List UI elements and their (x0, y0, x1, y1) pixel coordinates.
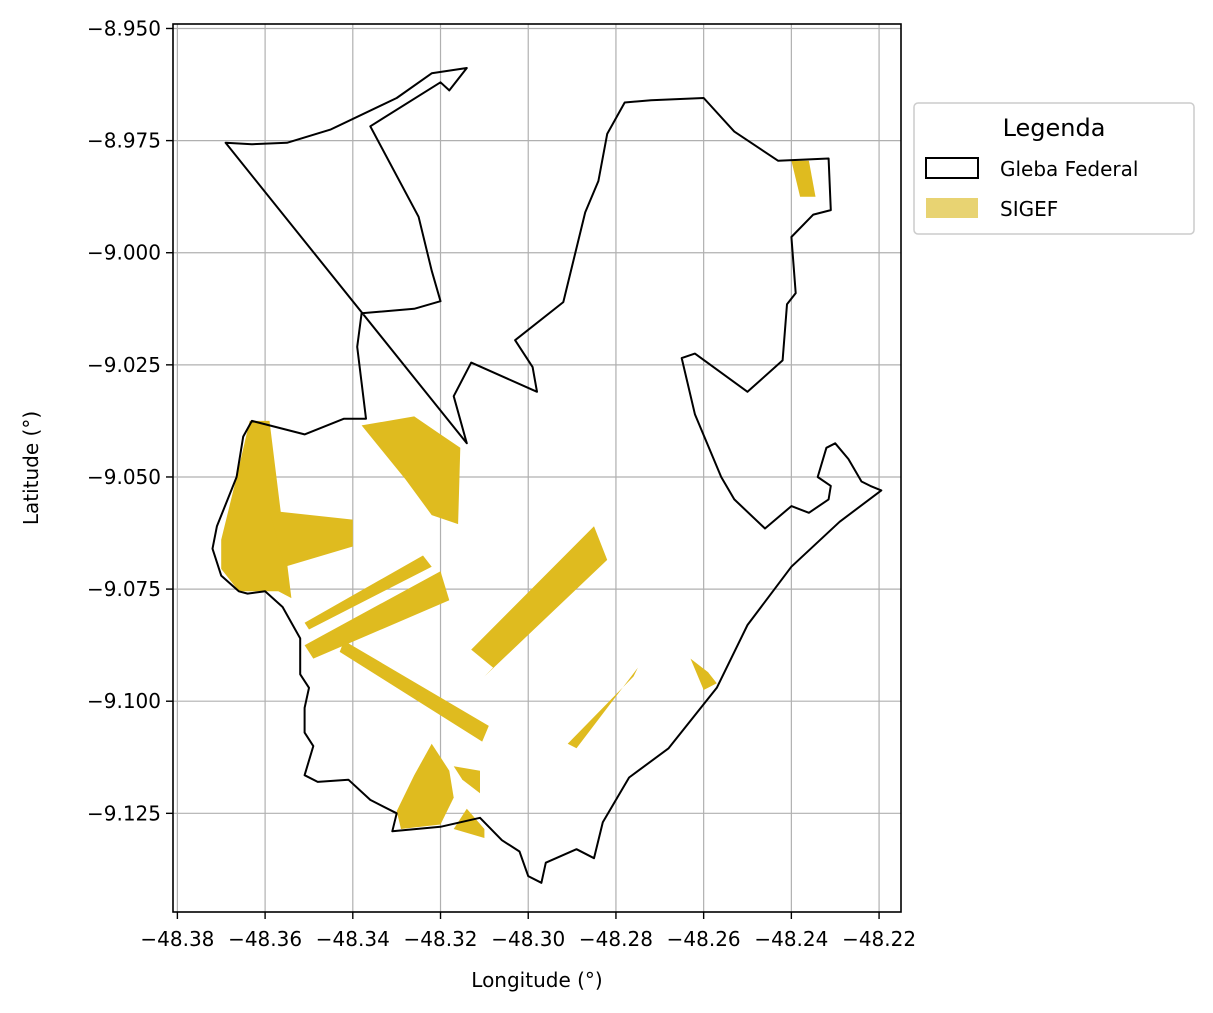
gleba-federal-boundary (211, 67, 883, 884)
sigef-parcel (304, 555, 432, 630)
sigef-layer (221, 160, 816, 838)
y-tick-label: −9.100 (87, 689, 161, 713)
x-tick-label: −48.24 (754, 927, 828, 951)
sigef-parcel (361, 416, 461, 525)
y-tick-label: −9.125 (87, 801, 161, 825)
y-tick-label: −8.950 (87, 16, 161, 40)
x-tick-label: −48.36 (228, 927, 302, 951)
sigef-parcel (690, 658, 717, 690)
x-ticks: −48.38 −48.36 −48.34 −48.32 −48.30 −48.28 −48.… (140, 912, 916, 951)
legend: Legenda Gleba Federal SIGEF (913, 102, 1195, 235)
y-ticks: −8.950 −8.975 −9.000 −9.025 −9.050 −9.075 −9.1… (87, 16, 173, 825)
grid (173, 24, 901, 912)
legend-box (913, 102, 1195, 235)
gleba-federal-layer (211, 67, 883, 884)
sigef-parcel (396, 743, 454, 829)
y-tick-label: −9.000 (87, 241, 161, 265)
sigef-parcel (269, 510, 353, 567)
sigef-parcel (339, 640, 489, 742)
y-tick-label: −9.050 (87, 465, 161, 489)
plot-frame (172, 23, 902, 913)
x-axis-label: Longitude (°) (471, 968, 602, 992)
legend-label-sigef: SIGEF (1000, 197, 1058, 221)
x-tick-label: −48.28 (579, 927, 653, 951)
x-tick-label: −48.38 (140, 927, 214, 951)
sigef-parcel (304, 571, 450, 659)
legend-label-gleba: Gleba Federal (1000, 157, 1138, 181)
legend-swatch-sigef (926, 198, 978, 218)
sigef-parcel (567, 667, 638, 749)
legend-swatch-gleba (925, 157, 979, 179)
sigef-parcel (791, 160, 816, 197)
sigef-parcel (453, 766, 480, 794)
y-axis-label: Latitude (°) (19, 411, 43, 525)
x-tick-label: −48.26 (667, 927, 741, 951)
sigef-parcel (453, 808, 485, 838)
sigef-parcel (221, 420, 292, 599)
y-tick-label: −9.075 (87, 577, 161, 601)
y-tick-label: −9.025 (87, 353, 161, 377)
x-tick-label: −48.30 (491, 927, 565, 951)
sigef-parcel (471, 526, 608, 677)
x-tick-label: −48.32 (404, 927, 478, 951)
x-tick-label: −48.34 (316, 927, 390, 951)
y-tick-label: −8.975 (87, 129, 161, 153)
x-tick-label: −48.22 (842, 927, 916, 951)
legend-title: Legenda (1003, 114, 1106, 142)
